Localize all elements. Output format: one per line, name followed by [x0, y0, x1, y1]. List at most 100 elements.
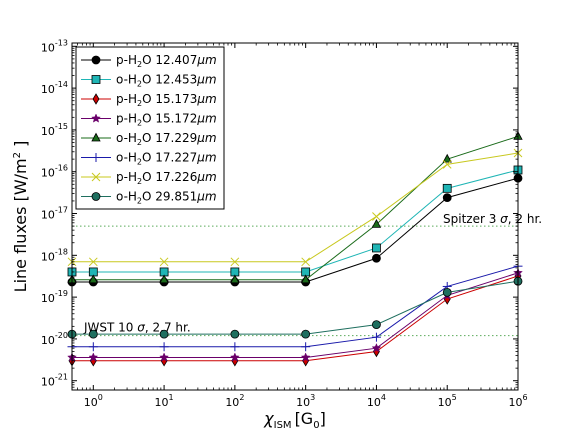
legend-label: o-H2O 17.229μm — [116, 131, 217, 147]
square-marker — [91, 75, 101, 84]
circle-marker — [230, 329, 240, 339]
triangle-marker — [300, 274, 311, 284]
legend-label-text: p-H — [116, 170, 137, 184]
reference-label-text: Spitzer 3 — [443, 212, 500, 226]
legend-label-unit: μm — [196, 73, 216, 87]
tick-exponent: -17 — [55, 206, 68, 215]
legend-label-subscript: 2 — [137, 119, 142, 128]
legend-label-text: O 29.851 — [142, 190, 197, 204]
legend-label-text: p-H — [116, 92, 137, 106]
legend-box — [75, 46, 225, 210]
reference-label-sigma: σ — [137, 321, 145, 335]
tick-exponent: -21 — [55, 373, 68, 382]
legend-label-unit: μm — [196, 53, 216, 67]
y-tick-label: 10-21 — [41, 373, 68, 389]
legend-entry: o-H2O 29.851μm — [81, 190, 217, 206]
square-marker — [442, 183, 452, 193]
legend-label-text: O 17.226 — [142, 170, 197, 184]
star-marker — [88, 352, 99, 362]
series-line — [72, 152, 519, 263]
star-marker — [159, 352, 169, 362]
reference-label-text: , 2.7 hr. — [145, 321, 191, 335]
legend-label-text: O 12.453 — [142, 73, 197, 87]
x-marker-b — [91, 172, 101, 182]
y-tick-label: 10-13 — [41, 38, 68, 54]
legend-label-text: O 15.172 — [142, 112, 197, 126]
x-marker-b — [442, 160, 452, 169]
x-marker-b — [88, 257, 98, 267]
tick-exponent: 5 — [452, 393, 457, 402]
legend-label-unit: μm — [196, 92, 216, 106]
reference-label-sigma: σ — [500, 212, 508, 226]
series-line — [72, 135, 519, 281]
tick-base: 10 — [84, 396, 98, 409]
series-o-17-229 — [67, 131, 523, 284]
tick-exponent: -18 — [55, 247, 68, 256]
y-axis-label: Line fluxes [W/m2 ] — [11, 141, 30, 293]
x-tick-label: 102 — [225, 393, 244, 409]
legend-label-subscript: 2 — [137, 60, 142, 69]
legend-entry: o-H2O 17.227μm — [81, 151, 217, 167]
series-line — [72, 280, 519, 335]
x-tick-label: 106 — [508, 393, 527, 409]
tick-exponent: -13 — [55, 38, 68, 47]
series-line — [72, 265, 519, 348]
x-tick-label: 100 — [84, 393, 103, 409]
series-line — [72, 272, 519, 358]
legend-label: o-H2O 29.851μm — [116, 190, 217, 206]
legend-label: p-H2O 17.226μm — [116, 170, 217, 186]
circle-marker — [372, 320, 381, 330]
legend-label-subscript: 2 — [137, 99, 142, 108]
circle-marker — [91, 55, 101, 65]
y-tick-label: 10-18 — [41, 247, 68, 263]
legend-label-subscript: 2 — [137, 138, 142, 147]
tick-base: 10 — [41, 167, 55, 180]
tick-base: 10 — [41, 250, 55, 263]
tick-base: 10 — [508, 396, 522, 409]
y-tick-label: 10-19 — [41, 289, 68, 305]
legend-label-unit: μm — [196, 170, 216, 184]
diamond-marker — [92, 93, 100, 105]
legend-label-text: o-H — [116, 151, 137, 165]
tick-base: 10 — [225, 396, 239, 409]
reference-line-label: Spitzer 3 σ, 2 hr. — [443, 212, 542, 226]
tick-base: 10 — [41, 125, 55, 138]
legend-label-text: p-H — [116, 112, 137, 126]
tick-exponent: -14 — [55, 80, 68, 89]
circle-marker — [88, 329, 98, 339]
tick-exponent: 3 — [310, 393, 315, 402]
legend-label-text: O 17.227 — [142, 151, 197, 165]
circle-marker — [159, 329, 169, 339]
x-marker-b — [159, 257, 169, 267]
triangle-marker — [91, 132, 101, 142]
circle-marker — [442, 287, 452, 297]
legend-label-unit: μm — [196, 112, 216, 126]
y-tick-label: 10-15 — [41, 122, 68, 138]
tick-base: 10 — [41, 376, 55, 389]
tick-exponent: -16 — [55, 164, 68, 173]
legend-label: o-H2O 12.453μm — [116, 73, 217, 89]
legend-label-text: o-H — [116, 190, 137, 204]
star-marker — [91, 113, 101, 123]
triangle-marker — [88, 274, 98, 284]
x-marker-b — [372, 212, 381, 221]
tick-base: 10 — [438, 396, 452, 409]
tick-exponent: 6 — [522, 393, 527, 402]
triangle-marker — [230, 274, 240, 284]
series-line — [72, 169, 519, 273]
legend-label-subscript: 2 — [137, 158, 142, 167]
tick-base: 10 — [41, 41, 55, 54]
y-tick-label: 10-20 — [41, 331, 68, 347]
tick-base: 10 — [41, 83, 55, 96]
x-tick-label: 103 — [296, 393, 315, 409]
tick-exponent: -15 — [55, 122, 68, 131]
series-line — [72, 275, 519, 362]
legend-label-unit: μm — [196, 131, 216, 145]
square-marker — [372, 243, 381, 253]
star-marker — [229, 352, 240, 362]
legend-entry: o-H2O 12.453μm — [81, 73, 217, 89]
legend-label-text: p-H — [116, 53, 137, 67]
reference-label-text: , 2 hr. — [508, 212, 542, 226]
legend-entry: p-H2O 15.172μm — [81, 112, 217, 128]
